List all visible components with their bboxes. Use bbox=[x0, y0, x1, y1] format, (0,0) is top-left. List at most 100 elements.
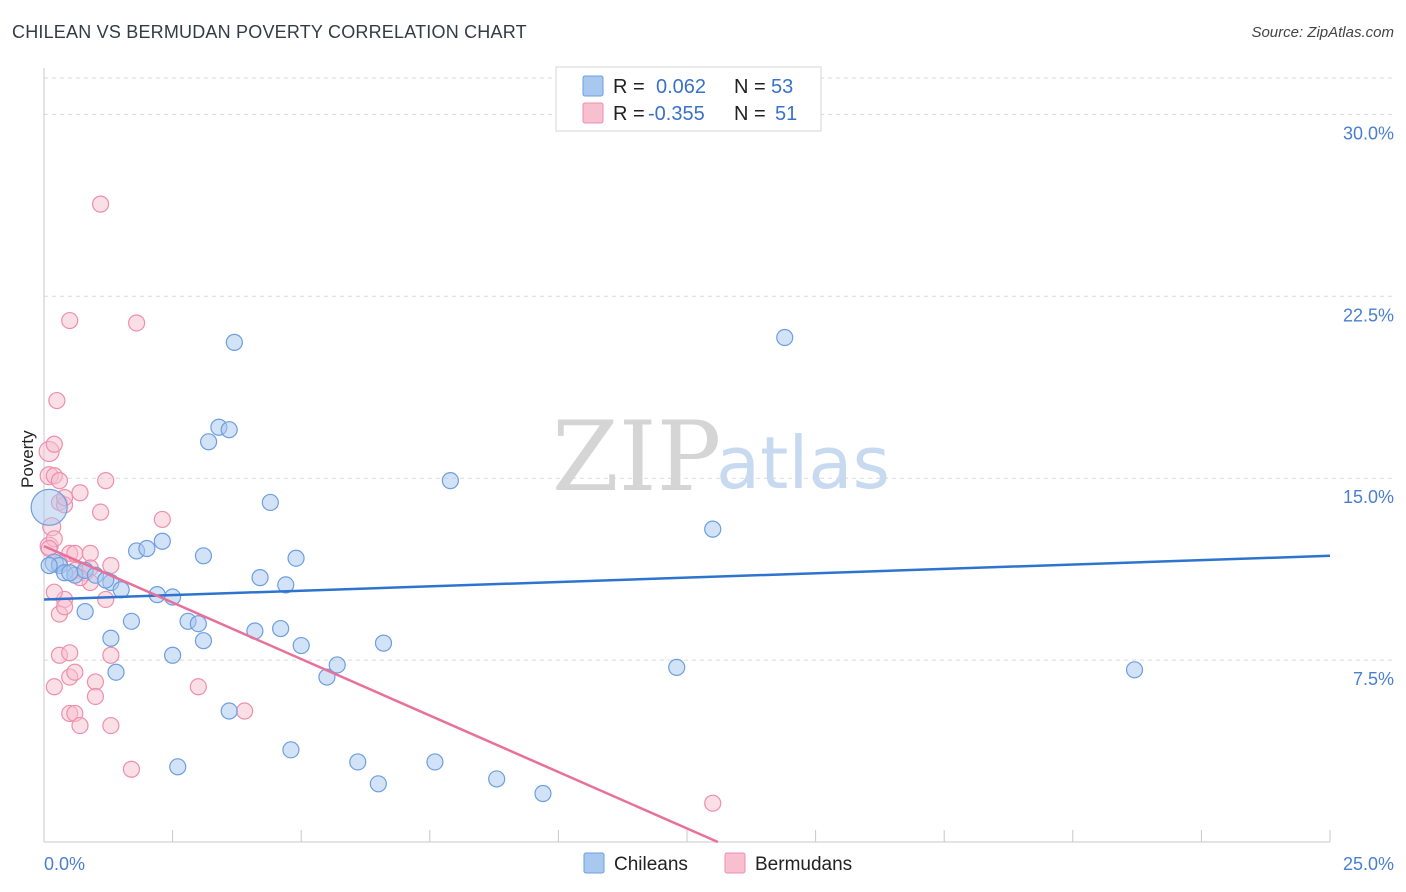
bermudan-point-15 bbox=[71, 484, 89, 502]
chilean-point-28 bbox=[251, 569, 269, 587]
chilean-point-26 bbox=[225, 333, 243, 351]
bermudan-point-22 bbox=[97, 590, 115, 609]
chilean-points bbox=[30, 328, 1144, 803]
bermudan-point-23 bbox=[102, 556, 120, 575]
chilean-point-10 bbox=[102, 629, 120, 647]
bermudan-point-44 bbox=[236, 702, 254, 720]
legend-r-value-chilean: 0.062 bbox=[656, 76, 706, 98]
legend-r-label-bermudan: R = bbox=[613, 103, 645, 125]
chilean-point-50 bbox=[40, 556, 58, 575]
watermark-atlas: atlas bbox=[716, 421, 890, 505]
chilean-point-42 bbox=[426, 753, 444, 771]
bermudan-point-39 bbox=[86, 687, 105, 706]
legend-n-value-bermudan: 51 bbox=[775, 103, 797, 125]
y-tick-label-0: 7.5% bbox=[1353, 669, 1394, 689]
bermudan-point-8 bbox=[50, 472, 69, 490]
bermudan-point-45 bbox=[704, 794, 722, 812]
x-tick-label-1: 25.0% bbox=[1343, 854, 1394, 874]
bermudan-point-24 bbox=[91, 195, 110, 213]
source-label: Source: ZipAtlas.com bbox=[1251, 24, 1394, 41]
bermudan-point-29 bbox=[55, 598, 74, 616]
bermudan-point-38 bbox=[86, 673, 105, 691]
chilean-point-43 bbox=[441, 472, 459, 490]
y-tick-label-3: 30.0% bbox=[1343, 123, 1394, 143]
chilean-point-32 bbox=[287, 549, 305, 567]
chilean-point-21 bbox=[194, 547, 213, 565]
legend-n-label-chilean: N = bbox=[734, 76, 766, 98]
chilean-point-44 bbox=[488, 770, 506, 788]
y-axis-label: Poverty bbox=[18, 430, 37, 488]
bermudan-trend-line bbox=[43, 544, 719, 844]
chilean-point-46 bbox=[668, 658, 686, 676]
chart-title: CHILEAN VS BERMUDAN POVERTY CORRELATION … bbox=[12, 22, 527, 42]
chilean-point-23 bbox=[200, 433, 218, 451]
bermudan-point-5 bbox=[45, 435, 63, 453]
chilean-point-22 bbox=[194, 632, 213, 650]
bermudan-point-20 bbox=[91, 503, 110, 521]
bottom-legend-swatch-bermudan bbox=[724, 852, 746, 874]
legend-swatch-bermudan bbox=[582, 102, 604, 124]
legend-r-value-bermudan: -0.355 bbox=[648, 103, 705, 125]
bottom-legend-chileans: Chileans bbox=[614, 854, 688, 875]
chilean-point-34 bbox=[220, 702, 238, 720]
bermudan-point-31 bbox=[61, 644, 79, 662]
legend-n-label-bermudan: N = bbox=[734, 103, 766, 125]
chilean-point-39 bbox=[349, 753, 367, 771]
chilean-point-36 bbox=[282, 741, 300, 759]
chilean-point-11 bbox=[107, 663, 125, 681]
bermudan-point-21 bbox=[97, 472, 115, 490]
legend-r-label-chilean: R = bbox=[613, 76, 645, 98]
chilean-point-51 bbox=[61, 564, 79, 582]
chilean-point-40 bbox=[369, 775, 387, 793]
legend-n-value-chilean: 53 bbox=[771, 76, 793, 98]
bermudan-point-34 bbox=[66, 663, 84, 681]
trend-lines bbox=[43, 544, 1331, 844]
bermudan-point-32 bbox=[45, 678, 63, 696]
bermudan-point-37 bbox=[71, 716, 89, 735]
bottom-legend: Chileans Bermudans bbox=[583, 852, 852, 875]
chilean-point-0 bbox=[30, 488, 68, 526]
bermudan-point-7 bbox=[48, 391, 66, 410]
legend-box: R = 0.062 N = 53 R = -0.355 N = 51 bbox=[555, 66, 822, 132]
chilean-point-15 bbox=[153, 532, 171, 550]
chilean-point-29 bbox=[261, 493, 279, 512]
chilean-point-30 bbox=[272, 619, 290, 638]
chilean-point-38 bbox=[328, 656, 346, 674]
bermudan-point-42 bbox=[122, 760, 141, 778]
chilean-point-18 bbox=[164, 646, 182, 664]
bottom-legend-bermudans: Bermudans bbox=[755, 854, 852, 875]
chilean-point-48 bbox=[776, 328, 794, 347]
bermudan-point-12 bbox=[61, 311, 79, 330]
x-tick-label-0: 0.0% bbox=[44, 854, 85, 874]
tick-labels: 7.5% 15.0% 22.5% 30.0% 0.0% 25.0% bbox=[44, 123, 1394, 874]
bottom-legend-swatch-chilean bbox=[583, 852, 605, 874]
legend-swatch-chilean bbox=[582, 75, 604, 97]
chilean-point-9 bbox=[76, 602, 94, 621]
chilean-point-47 bbox=[704, 520, 722, 538]
chilean-point-8 bbox=[112, 581, 130, 599]
bermudan-point-43 bbox=[189, 678, 207, 696]
watermark: ZIP atlas bbox=[552, 401, 890, 513]
watermark-zip: ZIP bbox=[552, 401, 721, 513]
chilean-trend-line bbox=[43, 554, 1331, 601]
bermudan-point-40 bbox=[102, 646, 120, 664]
chilean-point-20 bbox=[189, 615, 207, 633]
chilean-point-31 bbox=[277, 576, 295, 594]
bermudan-points bbox=[38, 195, 722, 812]
y-tick-label-1: 15.0% bbox=[1343, 487, 1394, 507]
chilean-point-33 bbox=[292, 636, 310, 655]
chilean-point-14 bbox=[138, 539, 156, 558]
chilean-point-12 bbox=[122, 612, 141, 630]
chilean-point-41 bbox=[374, 634, 393, 652]
bermudan-point-26 bbox=[153, 510, 171, 529]
chilean-point-49 bbox=[1125, 661, 1144, 679]
bermudan-point-17 bbox=[81, 544, 99, 562]
chilean-point-25 bbox=[220, 421, 238, 439]
bermudan-point-41 bbox=[102, 716, 120, 735]
grid-layer bbox=[44, 77, 1396, 661]
chilean-point-35 bbox=[169, 758, 187, 776]
y-tick-label-2: 22.5% bbox=[1343, 305, 1394, 325]
bermudan-point-25 bbox=[127, 314, 146, 332]
chilean-point-45 bbox=[534, 784, 552, 803]
